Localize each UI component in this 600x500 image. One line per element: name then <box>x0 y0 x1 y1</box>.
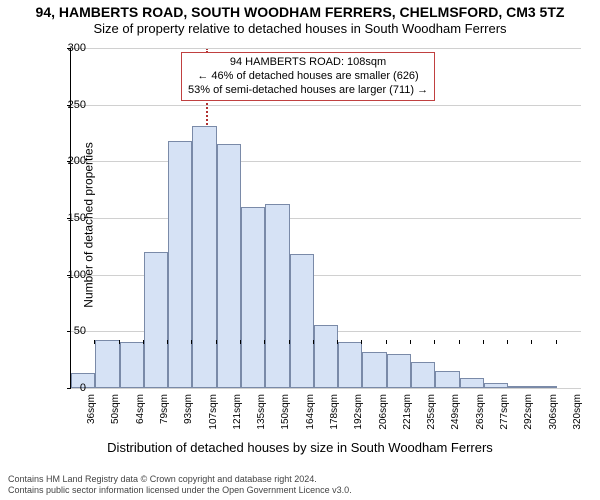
y-tick-label: 0 <box>36 382 86 394</box>
plot-area: 94 HAMBERTS ROAD: 108sqm ← 46% of detach… <box>70 48 581 389</box>
gridline <box>71 48 581 49</box>
x-tick-mark <box>556 340 557 344</box>
x-tick-label: 64sqm <box>135 394 146 424</box>
x-tick-mark <box>313 340 314 344</box>
x-tick-label: 221sqm <box>402 394 413 430</box>
x-tick-label: 107sqm <box>208 394 219 430</box>
gridline <box>71 105 581 106</box>
histogram-bar <box>144 252 168 388</box>
gridline <box>71 218 581 219</box>
histogram-bar <box>192 126 216 388</box>
footer-attribution: Contains HM Land Registry data © Crown c… <box>8 474 352 496</box>
x-tick-label: 164sqm <box>305 394 316 430</box>
x-tick-label: 263sqm <box>475 394 486 430</box>
x-tick-label: 235sqm <box>426 394 437 430</box>
footer-line-1: Contains HM Land Registry data © Crown c… <box>8 474 352 485</box>
x-tick-mark <box>240 340 241 344</box>
x-tick-mark <box>167 340 168 344</box>
page-title: 94, HAMBERTS ROAD, SOUTH WOODHAM FERRERS… <box>0 4 600 21</box>
x-axis-label: Distribution of detached houses by size … <box>0 440 600 455</box>
x-tick-label: 306sqm <box>548 394 559 430</box>
y-tick-label: 250 <box>36 99 86 111</box>
x-tick-mark <box>94 340 95 344</box>
x-tick-label: 292sqm <box>523 394 534 430</box>
histogram-bar <box>484 383 508 388</box>
annotation-box: 94 HAMBERTS ROAD: 108sqm ← 46% of detach… <box>181 52 435 101</box>
x-tick-mark <box>459 340 460 344</box>
y-tick-label: 50 <box>36 325 86 337</box>
x-tick-label: 79sqm <box>159 394 170 424</box>
x-tick-label: 206sqm <box>378 394 389 430</box>
page-subtitle: Size of property relative to detached ho… <box>0 21 600 38</box>
x-tick-label: 178sqm <box>329 394 340 430</box>
histogram-bar <box>460 378 484 388</box>
y-tick-label: 150 <box>36 212 86 224</box>
x-tick-mark <box>483 340 484 344</box>
x-tick-label: 150sqm <box>280 394 291 430</box>
histogram-bar <box>290 254 314 388</box>
annotation-line-2: ← 46% of detached houses are smaller (62… <box>188 70 428 84</box>
x-tick-mark <box>191 340 192 344</box>
histogram-bar <box>241 207 265 388</box>
x-tick-label: 121sqm <box>232 394 243 430</box>
x-tick-mark <box>143 340 144 344</box>
histogram-bar <box>411 362 435 388</box>
annotation-line-3: 53% of semi-detached houses are larger (… <box>188 84 428 98</box>
histogram-bar <box>168 141 192 388</box>
x-tick-label: 277sqm <box>499 394 510 430</box>
x-tick-mark <box>434 340 435 344</box>
histogram-bar <box>387 354 411 388</box>
histogram-bar <box>435 371 459 388</box>
x-tick-mark <box>119 340 120 344</box>
annotation-line-1: 94 HAMBERTS ROAD: 108sqm <box>188 56 428 70</box>
histogram-bar <box>95 340 119 388</box>
x-tick-mark <box>410 340 411 344</box>
histogram-bar <box>314 325 338 388</box>
x-tick-mark <box>264 340 265 344</box>
x-tick-label: 36sqm <box>86 394 97 424</box>
histogram-bar <box>217 144 241 388</box>
histogram-bar <box>120 342 144 388</box>
histogram-bar <box>338 342 362 388</box>
y-tick-label: 200 <box>36 155 86 167</box>
gridline <box>71 161 581 162</box>
histogram-bar <box>362 352 386 388</box>
x-tick-mark <box>386 340 387 344</box>
x-tick-mark <box>289 340 290 344</box>
histogram-bar <box>532 386 556 388</box>
x-tick-mark <box>337 340 338 344</box>
chart-container: 94, HAMBERTS ROAD, SOUTH WOODHAM FERRERS… <box>0 0 600 500</box>
x-tick-mark <box>531 340 532 344</box>
histogram-bar <box>265 204 289 388</box>
x-tick-label: 135sqm <box>256 394 267 430</box>
histogram-bar <box>508 386 532 388</box>
x-tick-label: 249sqm <box>450 394 461 430</box>
x-tick-mark <box>507 340 508 344</box>
y-tick-label: 300 <box>36 42 86 54</box>
x-tick-mark <box>216 340 217 344</box>
x-tick-label: 50sqm <box>110 394 121 424</box>
titles-block: 94, HAMBERTS ROAD, SOUTH WOODHAM FERRERS… <box>0 4 600 40</box>
x-tick-label: 320sqm <box>572 394 583 430</box>
x-tick-label: 192sqm <box>353 394 364 430</box>
gridline <box>71 388 581 389</box>
y-tick-label: 100 <box>36 269 86 281</box>
footer-line-2: Contains public sector information licen… <box>8 485 352 496</box>
x-tick-mark <box>70 340 71 344</box>
x-tick-mark <box>361 340 362 344</box>
x-tick-label: 93sqm <box>183 394 194 424</box>
